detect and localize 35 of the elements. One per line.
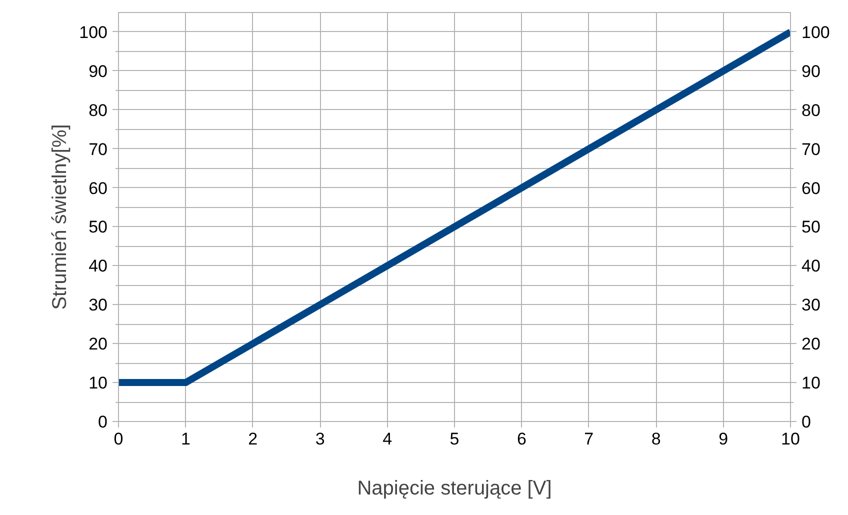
y-tick-label: 30: [88, 296, 108, 315]
x-tick-label: 9: [718, 430, 728, 448]
y-tick-label: 0: [98, 412, 108, 432]
y-tick-label: 10: [88, 374, 108, 393]
x-tick-label: 0: [114, 430, 124, 448]
y2-tick-label: 60: [802, 178, 820, 198]
y-tick-label: 50: [88, 218, 108, 237]
y2-tick-label: 30: [802, 296, 820, 315]
y2-tick-label: 0: [802, 412, 811, 432]
x-tick-label: 3: [315, 430, 325, 448]
x-tick-label: 1: [180, 430, 190, 448]
y-tick-label: 70: [88, 140, 108, 159]
x-tick-label: 4: [382, 430, 392, 448]
x-axis-title: Napięcie sterujące [V]: [357, 478, 552, 500]
y2-tick-label: 80: [802, 100, 820, 120]
y-tick-label: 40: [88, 256, 108, 276]
y2-tick-label: 90: [802, 62, 820, 81]
x-tick-label: 5: [450, 430, 460, 448]
y-tick-label: 20: [88, 334, 108, 354]
y-axis-title: Strumień świetlny[%]: [49, 124, 72, 310]
x-tick-label: 7: [584, 430, 594, 448]
y-tick-label: 80: [88, 100, 108, 120]
x-tick-label: 6: [516, 430, 526, 448]
y2-tick-label: 10: [802, 374, 820, 393]
x-tick-label: 2: [248, 430, 258, 448]
y2-tick-label: 20: [802, 334, 820, 354]
x-tick-label: 8: [651, 430, 661, 448]
y2-tick-label: 70: [802, 140, 820, 159]
y-tick-label: 100: [79, 22, 108, 42]
y2-tick-label: 40: [802, 256, 820, 276]
y2-tick-label: 100: [802, 22, 830, 42]
y2-tick-label: 50: [802, 218, 820, 237]
y-tick-label: 60: [88, 178, 108, 198]
x-tick-label: 10: [781, 430, 800, 448]
y-tick-label: 90: [88, 62, 108, 81]
